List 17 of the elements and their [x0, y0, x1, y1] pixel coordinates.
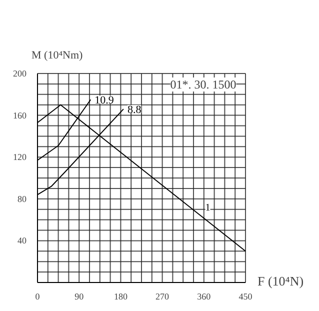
x-tick-label: 450 [238, 292, 253, 302]
x-axis-title: F (10⁴N) [258, 274, 304, 288]
y-tick-label: 120 [13, 152, 27, 162]
series-label: 10.9 [94, 94, 114, 107]
y-axis-title: M (10⁴Nm) [32, 50, 84, 62]
x-tick-label: 180 [114, 292, 128, 302]
series-label: 8.8 [127, 104, 142, 116]
y-tick-label: 40 [18, 236, 27, 246]
y-tick-label: 200 [13, 68, 27, 78]
y-tick-label: 160 [13, 110, 27, 120]
series-label: 1 [205, 202, 210, 214]
x-tick-label: 360 [197, 292, 212, 302]
x-tick-label: 0 [35, 292, 40, 302]
annotation: 01*. 30. 1500 [170, 78, 236, 92]
x-tick-label: 90 [74, 292, 84, 302]
x-tick-label: 270 [156, 292, 170, 302]
y-tick-label: 80 [18, 194, 27, 204]
